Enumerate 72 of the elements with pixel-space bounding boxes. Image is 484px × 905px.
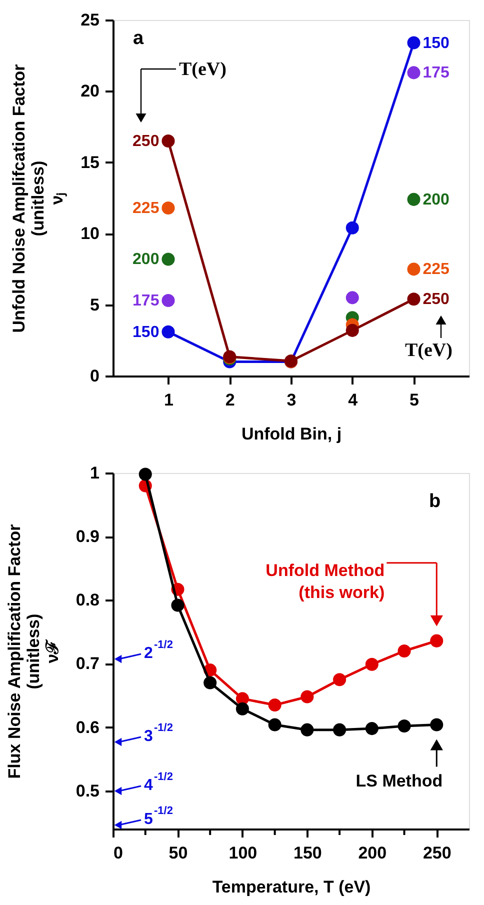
y-tick-label: 0.9	[76, 527, 100, 546]
x-tick-label: 5	[410, 390, 419, 410]
point	[300, 690, 314, 704]
point	[430, 718, 444, 732]
point	[236, 702, 249, 716]
point	[407, 66, 420, 80]
annotation: b	[429, 491, 441, 512]
x-tick-label: 0	[114, 844, 123, 862]
series-label: 200	[132, 251, 160, 268]
point	[171, 598, 184, 612]
y-tick-label: 0.5	[76, 781, 100, 800]
y-tick-label: 1	[90, 464, 100, 482]
point	[162, 325, 175, 338]
point	[407, 192, 420, 206]
point	[365, 722, 378, 736]
annotation: a	[133, 28, 144, 49]
point	[268, 698, 282, 712]
x-axis-title: Unfold Bin, j	[241, 424, 342, 444]
point	[398, 720, 411, 733]
y-tick-label: 0	[90, 366, 100, 386]
text: 175	[132, 292, 160, 310]
x-tick-label: 150	[293, 844, 322, 862]
y-tick-label: 0.7	[76, 654, 100, 674]
point	[300, 723, 314, 736]
point	[430, 634, 444, 648]
point	[162, 134, 175, 148]
x-tick-label: 200	[358, 844, 387, 862]
series-label: 250	[132, 133, 160, 150]
point	[398, 644, 411, 658]
series-label: 225	[422, 261, 450, 278]
point	[162, 294, 175, 308]
annotation: T(eV)	[179, 59, 226, 80]
x-axis-title: Temperature, T (eV)	[212, 878, 371, 896]
series-label: 150	[132, 324, 160, 341]
text: 150	[422, 34, 450, 52]
x-tick-label: 100	[228, 844, 258, 862]
y-tick-label: 5	[90, 295, 100, 314]
point	[346, 221, 359, 234]
point	[268, 718, 282, 732]
point	[138, 468, 152, 481]
series-label: 175	[422, 64, 450, 82]
y-tick-label: 0.6	[76, 718, 100, 737]
text: 225	[132, 200, 160, 217]
point	[162, 252, 175, 266]
y-tick-label: 10	[80, 224, 100, 244]
y-tick-label: 25	[80, 10, 100, 30]
point	[346, 291, 359, 304]
x-tick-label: 3	[286, 390, 296, 410]
point	[333, 673, 346, 686]
point	[346, 324, 359, 337]
y-tick-label: 20	[80, 82, 100, 101]
x-tick-label: 1	[164, 390, 174, 410]
point	[333, 723, 346, 736]
y-tick-label: 15	[80, 152, 100, 172]
point	[365, 658, 378, 671]
x-tick-label: 2	[225, 390, 235, 410]
point	[407, 262, 420, 276]
x-tick-label: 50	[168, 844, 188, 862]
text: 250	[422, 291, 450, 308]
point	[407, 36, 420, 50]
legend-label: Unfold Method (this work)	[266, 560, 385, 602]
x-tick-label: 4	[348, 390, 358, 410]
y-axis-title: Flux Noise Amplification Factor (unitless) νℱ	[4, 524, 62, 779]
text: LS Method	[356, 772, 443, 791]
text: 200	[422, 191, 450, 208]
point	[162, 201, 175, 214]
x-tick-label: 250	[422, 844, 452, 862]
point	[204, 676, 217, 690]
y-tick-label: 0.8	[76, 590, 100, 610]
point	[407, 292, 420, 306]
annotation: T(eV)	[405, 340, 452, 361]
y-axis-title: Unfold Noise Amplifcation Factor (unitless) νⱼ	[10, 64, 68, 333]
